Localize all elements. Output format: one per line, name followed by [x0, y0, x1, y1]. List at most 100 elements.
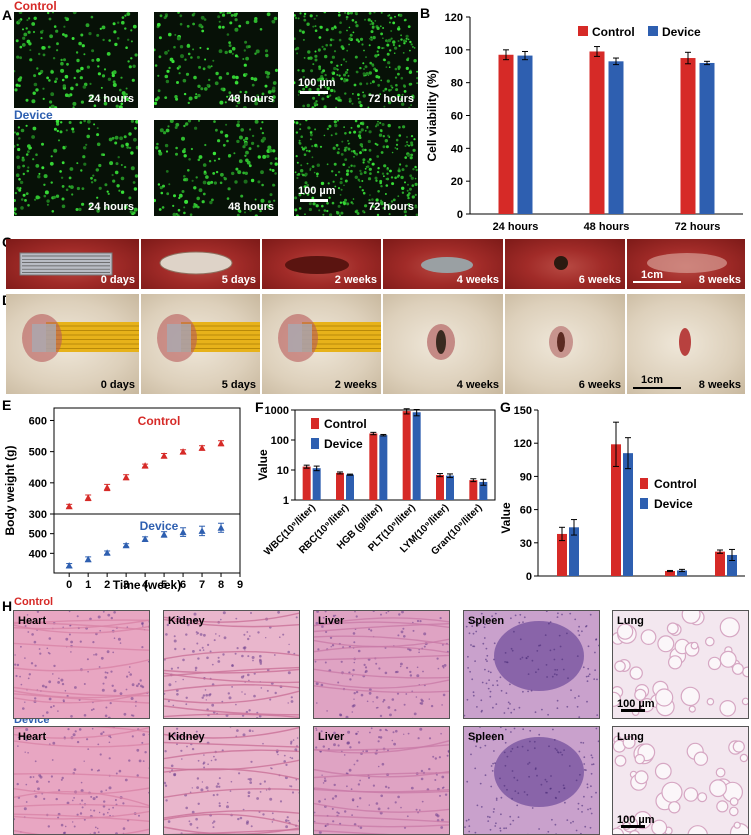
histology-image: Liver [313, 726, 450, 835]
legend-label: Device [324, 437, 363, 451]
time-label: 8 weeks [699, 274, 741, 286]
histology-image: Heart [13, 610, 150, 719]
x-tick-label: 0 [66, 579, 72, 591]
bar [700, 63, 715, 214]
legend-swatch [311, 438, 319, 449]
y-axis-label: Cell viability (%) [425, 69, 439, 161]
data-point [180, 448, 187, 455]
legend-label: Control [654, 477, 697, 491]
time-label: 6 weeks [579, 274, 621, 286]
tissue-texture [314, 611, 450, 719]
legend-swatch [578, 26, 588, 36]
bar [413, 412, 421, 500]
bar [436, 475, 444, 500]
legend-swatch [640, 498, 648, 509]
x-tick-label: 24 hours [493, 221, 539, 233]
x-tick-label: 72 hours [675, 221, 721, 233]
legend-label: Control [592, 25, 635, 39]
tissue-texture [164, 611, 300, 719]
histology-image: Spleen [463, 610, 600, 719]
histology-image: Kidney [163, 726, 300, 835]
data-point [66, 503, 73, 510]
bar [303, 467, 311, 500]
y-tick-label: 60 [520, 505, 532, 517]
x-tick-label: 1 [85, 579, 91, 591]
time-label: 8 weeks [699, 379, 741, 391]
scale-bar [300, 199, 328, 202]
histology-image: Heart [13, 726, 150, 835]
photo-tile: 6 weeks [505, 239, 625, 289]
histology-image: Spleen [463, 726, 600, 835]
time-label: 0 days [101, 379, 135, 391]
photo-tile: 5 days [141, 239, 260, 289]
bar [336, 473, 344, 500]
y-tick-label: 1 [283, 495, 289, 507]
x-tick-label: 8 [218, 579, 224, 591]
organ-label: Spleen [468, 731, 504, 743]
y-tick-label: 100 [271, 435, 289, 447]
series-label: Control [138, 414, 181, 428]
tissue-texture [464, 611, 600, 719]
y-tick-label: 30 [520, 538, 532, 550]
x-tick-label: 2 [104, 579, 110, 591]
photo-tile: 0 days [6, 294, 139, 394]
data-point [66, 562, 73, 569]
scale-bar [300, 91, 328, 94]
panel-label-a: A [2, 7, 12, 23]
organ-label: Heart [18, 731, 46, 743]
photo-tile: 2 weeks [262, 239, 381, 289]
y-axis-label: Value [256, 449, 270, 481]
x-tick-label: 48 hours [584, 221, 630, 233]
scale-bar-label: 1cm [641, 269, 663, 281]
y-tick-label: 400 [29, 548, 47, 560]
time-label: 48 hours [228, 201, 274, 213]
data-point [104, 484, 111, 491]
panel-label-e: E [2, 400, 11, 413]
legend-label: Device [654, 497, 693, 511]
time-label: 24 hours [88, 201, 134, 213]
chart-blood-counts: F1101001000ValueWBC(10⁹/liter)RBC(10⁹/li… [255, 400, 500, 592]
bar [715, 552, 725, 576]
scale-bar-label: 100 µm [298, 185, 336, 197]
y-tick-label: 90 [520, 471, 532, 483]
histology-image: Lung 100 µm [612, 726, 749, 835]
photo-tile: 0 days [6, 239, 139, 289]
organ-label: Kidney [168, 731, 205, 743]
organ-label: Spleen [468, 615, 504, 627]
y-tick-label: 500 [29, 529, 47, 541]
time-label: 2 weeks [335, 274, 377, 286]
legend-swatch [648, 26, 658, 36]
y-tick-label: 100 [445, 45, 463, 57]
y-tick-label: 120 [445, 12, 463, 24]
y-tick-label: 0 [457, 209, 463, 221]
fluorescence-image: 24 hours [14, 12, 138, 108]
tissue-texture [14, 727, 150, 835]
time-label: 2 weeks [335, 379, 377, 391]
scale-bar-label: 1cm [641, 374, 663, 386]
y-tick-label: 150 [514, 405, 532, 417]
photo-tile: 4 weeks [383, 294, 503, 394]
photo-tile: 5 days [141, 294, 260, 394]
photo-tile: 8 weeks 1cm [627, 239, 745, 289]
y-axis-label: Body weight (g) [3, 446, 17, 536]
scale-bar-label: 100 µm [617, 814, 655, 826]
bar [313, 468, 321, 500]
data-point [142, 462, 149, 468]
fluorescence-image: 24 hours [14, 120, 138, 216]
data-point [199, 527, 206, 534]
x-axis-label: Time (week) [113, 578, 181, 592]
fluorescence-image: 48 hours [154, 120, 278, 216]
data-point [104, 549, 111, 556]
error-bar [717, 550, 723, 553]
bar [369, 433, 377, 500]
scale-bar-label: 100 µm [298, 77, 336, 89]
bar [446, 476, 454, 500]
panel-label-f: F [255, 400, 264, 415]
organ-label: Lung [617, 731, 644, 743]
tissue-texture [314, 727, 450, 835]
time-label: 6 weeks [579, 379, 621, 391]
tissue-texture [14, 611, 150, 719]
